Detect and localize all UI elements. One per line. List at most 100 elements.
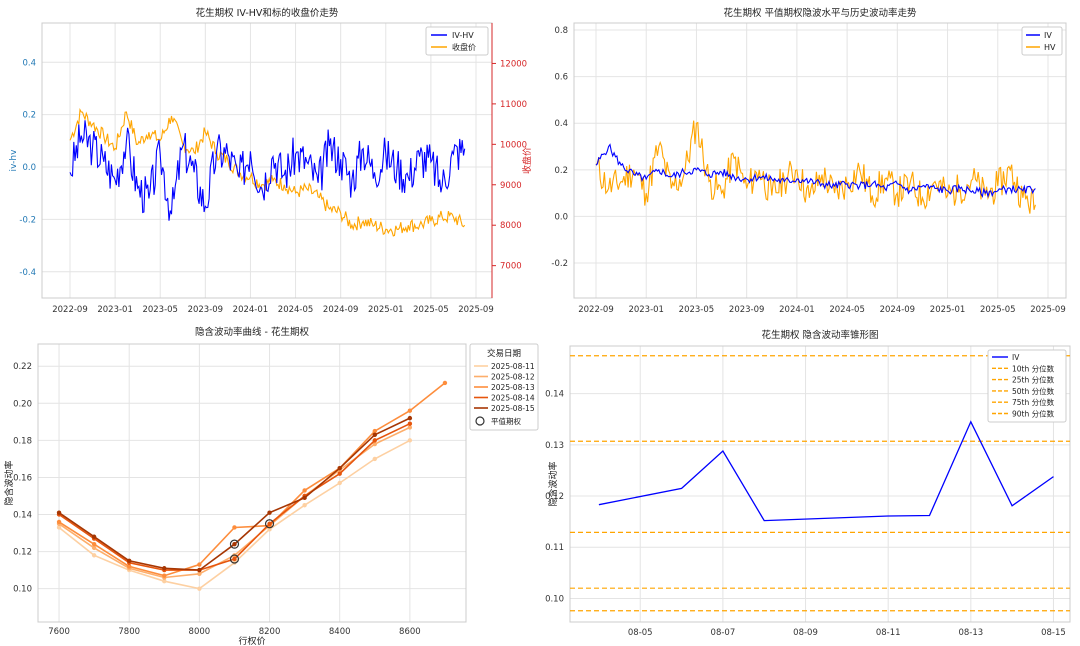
smile-point [407,408,413,413]
y-tick-label: 0.4 [554,119,568,129]
panel-cone: 08-05 08-07 08-09 08-11 08-13 08-15 0.14 0.13 0.… [545,329,1071,638]
x-tick-label: 08-11 [876,628,901,638]
smile-point [302,488,307,493]
smile-point [372,432,377,438]
y-tick-label: 0.20 [13,399,32,409]
smile-point [372,456,377,462]
smile-point [337,480,342,486]
y-tick-label: 0.10 [13,585,32,595]
legend-label: 10th 分位数 [1012,363,1055,373]
y2-axis-label: 收盘价 [521,147,533,174]
x-tick-label: 2024-01 [233,305,269,315]
y2-tick-label: 9000 [500,181,522,191]
x-tick-label: 8400 [329,627,351,637]
x-axis-label: 行权价 [238,635,265,646]
smile-point [91,553,97,558]
x-tick-label: 2022-09 [52,305,88,315]
smile-point [162,566,167,571]
smile-point [267,521,272,526]
legend-atm-marker [475,416,485,426]
x-tick-label: 2023-01 [628,305,664,315]
y-tick-label: -0.2 [19,215,36,225]
legend-label: 2025-08-11 [491,362,535,371]
x-tick-label: 8600 [399,627,421,637]
smile-point [337,465,342,471]
x-tick-label: 7600 [48,627,70,637]
legend-label: 25th 分位数 [1012,375,1055,385]
smile-point [372,438,377,443]
smile-point [407,425,413,430]
x-tick-label: 2023-09 [729,305,765,315]
y-axis-label: 隐含波动率 [3,460,15,505]
plot-frame [37,343,467,623]
chart-title: 花生期权 IV-HV和标的收盘价走势 [196,7,339,19]
smile-point [197,562,202,567]
legend: IV HV [1021,26,1063,56]
y-tick-label: 0.14 [13,511,32,521]
chart-title: 花生期权 隐含波动率锥形图 [761,329,878,341]
atm-marker [264,519,275,529]
x-tick-label: 8000 [189,627,211,637]
legend-box [425,26,489,56]
x-tick-label: 7800 [118,627,140,637]
smile-point [127,558,132,564]
smile-point [162,579,167,584]
smile-point [232,556,237,562]
smile-point [56,519,62,525]
smile-line-2025-08-15 [58,417,411,571]
smile-point [91,534,97,539]
y-tick-label: 0.16 [13,473,32,483]
chart-title: 花生期权 平值期权隐波水平与历史波动率走势 [723,7,917,19]
smile-point [372,441,377,447]
panel-iv-hv-trend: 2022-09 2023-01 2023-05 2023-09 2024-01 2024-… [551,7,1067,315]
legend-label: 2025-08-15 [491,404,535,413]
y-axis-label: iv-hv [9,149,19,172]
smile-point [232,541,237,547]
smile-point [407,415,413,421]
x-tick-label: 08-07 [711,628,736,638]
y-tick-label: 0.18 [13,436,32,446]
smile-point [302,503,307,508]
smile-point [127,564,132,569]
smile-point [372,428,377,434]
x-tick-label: 2024-09 [880,305,916,315]
plot-frame [573,22,1067,299]
legend-label: 2025-08-14 [491,394,535,403]
smile-point [91,545,97,551]
smile-point [267,510,272,515]
legend-label: 90th 分位数 [1012,409,1055,419]
x-tick-label: 08-13 [958,628,983,638]
panel-smile: 7600 7800 8000 8200 8400 8600 0.22 0.20 0.18 0.16… [3,326,539,646]
legend-atm-label: 平值期权 [491,416,521,426]
y2-tick-label: 11000 [500,100,527,110]
smile-point [91,541,97,547]
y-tick-label: 0.12 [13,548,32,558]
y-tick-label: 0.0 [554,212,568,222]
legend-label: IV [1044,31,1052,40]
legend-label: IV-HV [452,31,474,40]
x-tick-label: 2023-01 [97,305,133,315]
smile-point [407,421,413,426]
legend-label: IV [1012,353,1020,362]
legend-label: HV [1044,43,1056,52]
x-tick-label: 2024-01 [779,305,815,315]
x-tick-label: 2024-05 [829,305,865,315]
series-line-hv [595,120,1036,214]
x-tick-label: 08-05 [628,628,653,638]
y2-tick-label: 12000 [500,59,527,69]
y-tick-label: 0.8 [554,26,568,36]
x-tick-label: 2023-09 [188,305,224,315]
legend-label: 2025-08-13 [491,383,535,392]
chart-title: 隐含波动率曲线 - 花生期权 [195,326,309,338]
smile-line-2025-08-13 [58,382,446,577]
x-tick-label: 2024-09 [323,305,359,315]
atm-marker [229,539,240,549]
x-tick-label: 2025-09 [458,305,494,315]
smile-point [197,571,202,577]
x-tick-label: 8200 [259,627,281,637]
x-tick-label: 2025-01 [930,305,966,315]
y-tick-label: 0.6 [554,73,568,83]
x-tick-label: 2025-01 [368,305,404,315]
y-tick-label: -0.2 [551,259,568,269]
